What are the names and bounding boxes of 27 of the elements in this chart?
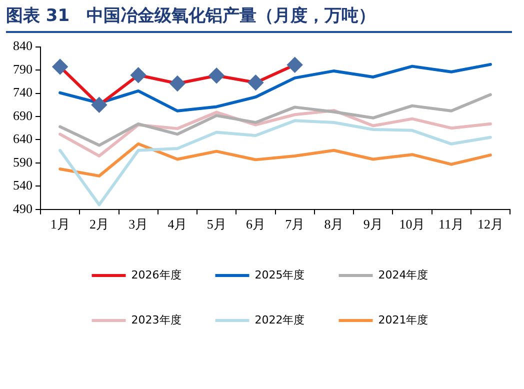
legend-label: 2024年度	[378, 268, 428, 282]
x-tick-label: 10月	[399, 216, 426, 232]
y-tick-label: 690	[13, 108, 32, 123]
legend-label: 2022年度	[254, 313, 305, 326]
y-tick-label: 740	[13, 84, 32, 100]
x-tick-label: 1月	[50, 216, 70, 232]
x-tick-label: 12月	[477, 216, 504, 232]
x-tick-label: 5月	[206, 216, 226, 232]
legend-label: 2021年度	[378, 313, 428, 326]
y-tick-label: 790	[13, 61, 32, 76]
x-tick-label: 7月	[285, 216, 305, 232]
x-tick-label: 3月	[128, 216, 148, 232]
x-tick-label: 2月	[89, 216, 109, 232]
x-tick-label: 6月	[246, 216, 266, 232]
y-tick-label: 590	[13, 154, 32, 170]
x-tick-label: 8月	[324, 216, 344, 232]
y-tick-label: 640	[13, 131, 32, 146]
legend-label: 2023年度	[131, 313, 182, 326]
y-tick-label: 840	[13, 38, 32, 54]
chart-title: 图表 31 中国冶金级氧化铝产量（月度，万吨）	[6, 4, 512, 33]
x-tick-label: 11月	[438, 216, 464, 232]
x-tick-label: 9月	[363, 216, 383, 232]
y-tick-label: 540	[13, 178, 32, 193]
legend-label: 2025年度	[254, 268, 305, 282]
x-tick-label: 4月	[168, 216, 188, 232]
y-tick-label: 490	[13, 200, 32, 216]
legend-label: 2026年度	[131, 268, 182, 282]
